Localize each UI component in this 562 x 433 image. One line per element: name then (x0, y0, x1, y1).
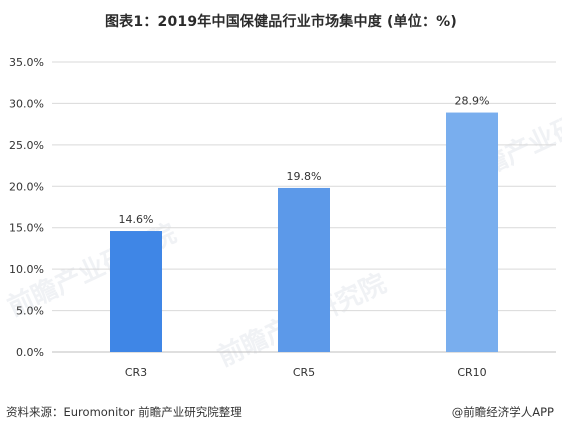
bar (110, 231, 162, 352)
data-label: 14.6% (119, 213, 154, 226)
bar (278, 187, 330, 352)
y-tick-label: 0.0% (16, 346, 44, 359)
bar (446, 112, 498, 353)
data-label: 19.8% (287, 170, 322, 183)
source-note: 资料来源：Euromonitor 前瞻产业研究院整理 (6, 405, 242, 419)
y-tick-label: 15.0% (9, 222, 44, 235)
y-tick-label: 5.0% (16, 305, 44, 318)
y-tick-label: 20.0% (9, 180, 44, 193)
y-tick-label: 10.0% (9, 263, 44, 276)
brand-note: @前瞻经济学人APP (451, 405, 554, 419)
chart-title: 图表1：2019年中国保健品行业市场集中度 (单位：%) (104, 14, 457, 30)
y-tick-label: 30.0% (9, 97, 44, 110)
x-tick-label: CR10 (457, 366, 486, 379)
y-tick-label: 25.0% (9, 139, 44, 152)
x-tick-label: CR3 (125, 366, 147, 379)
y-tick-label: 35.0% (9, 56, 44, 69)
x-tick-label: CR5 (293, 366, 315, 379)
data-label: 28.9% (455, 95, 490, 108)
